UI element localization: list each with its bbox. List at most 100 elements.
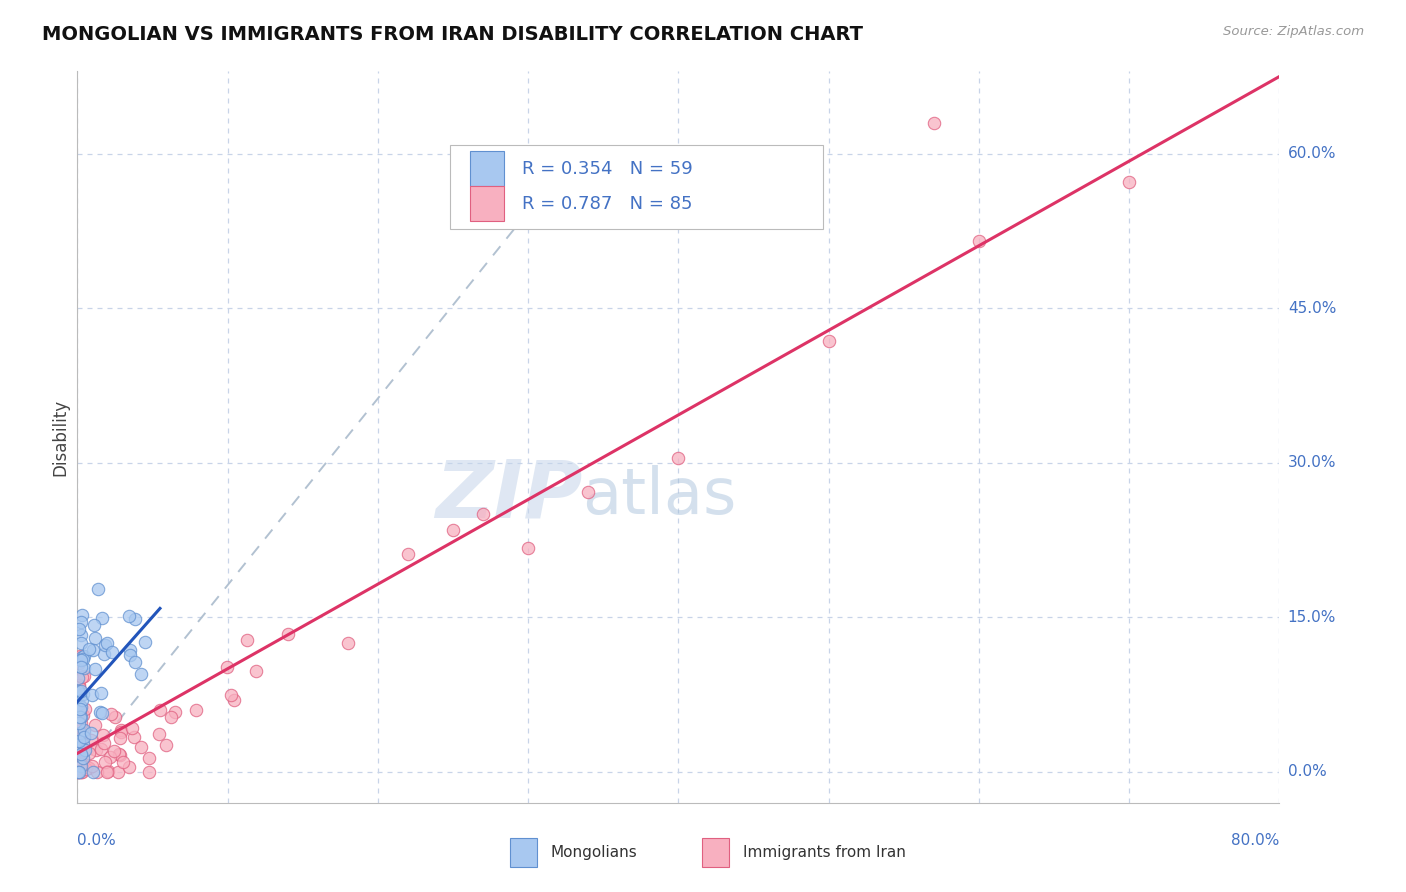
Point xyxy=(69,649,91,664)
Point xyxy=(70,670,93,684)
Point xyxy=(110,747,132,762)
Point xyxy=(72,751,94,765)
Text: 30.0%: 30.0% xyxy=(1288,455,1336,470)
Point xyxy=(83,717,105,731)
Text: Immigrants from Iran: Immigrants from Iran xyxy=(744,845,907,860)
Point xyxy=(76,760,98,774)
Point xyxy=(75,762,97,776)
Point xyxy=(69,649,91,664)
Point xyxy=(66,764,89,779)
Point xyxy=(70,747,93,761)
Point xyxy=(219,689,242,703)
Point xyxy=(70,716,93,731)
Point xyxy=(67,697,90,711)
Point xyxy=(117,760,139,774)
Point xyxy=(668,450,690,465)
Point xyxy=(922,116,945,130)
Point xyxy=(148,727,170,741)
Point xyxy=(159,710,181,724)
Point xyxy=(72,687,94,701)
Point xyxy=(112,755,135,769)
Y-axis label: Disability: Disability xyxy=(51,399,69,475)
Point xyxy=(441,523,464,537)
Point xyxy=(73,661,96,675)
Point xyxy=(110,724,132,739)
Text: 0.0%: 0.0% xyxy=(77,833,117,848)
Point xyxy=(107,764,129,779)
Point xyxy=(66,683,89,698)
Text: 80.0%: 80.0% xyxy=(1232,833,1279,848)
Point xyxy=(108,747,131,761)
Point xyxy=(236,632,259,647)
Point xyxy=(77,641,100,656)
Point xyxy=(69,700,91,714)
Point xyxy=(70,683,93,698)
Point xyxy=(69,760,91,774)
Point xyxy=(96,636,118,650)
Point xyxy=(67,680,90,694)
Point xyxy=(70,660,93,674)
Point xyxy=(72,737,94,751)
Point xyxy=(967,234,990,248)
Point xyxy=(134,634,156,648)
Point xyxy=(215,660,238,674)
Point xyxy=(66,756,89,771)
Point xyxy=(67,657,90,671)
Point xyxy=(277,627,299,641)
Point xyxy=(94,638,117,652)
Point xyxy=(96,764,118,779)
Point xyxy=(108,731,131,746)
Point xyxy=(80,725,103,739)
Point xyxy=(77,746,100,760)
Point xyxy=(124,730,146,744)
Point xyxy=(67,736,90,750)
Point xyxy=(70,722,93,736)
Point xyxy=(70,764,93,779)
Point xyxy=(66,686,89,700)
Point xyxy=(80,759,103,773)
Point xyxy=(138,751,160,765)
Point xyxy=(138,764,160,779)
Point xyxy=(336,636,359,650)
Point xyxy=(163,705,186,719)
Point xyxy=(155,738,177,752)
Text: MONGOLIAN VS IMMIGRANTS FROM IRAN DISABILITY CORRELATION CHART: MONGOLIAN VS IMMIGRANTS FROM IRAN DISABI… xyxy=(42,25,863,44)
Point xyxy=(72,651,94,665)
Point xyxy=(129,667,152,681)
Point xyxy=(72,692,94,706)
Text: 60.0%: 60.0% xyxy=(1288,146,1336,161)
Point xyxy=(70,650,93,665)
FancyBboxPatch shape xyxy=(471,186,505,221)
Point xyxy=(101,645,124,659)
FancyBboxPatch shape xyxy=(471,151,505,186)
Point xyxy=(184,703,207,717)
Point xyxy=(576,484,599,499)
FancyBboxPatch shape xyxy=(510,838,537,867)
Point xyxy=(245,665,267,679)
Point xyxy=(224,692,246,706)
Point xyxy=(91,611,114,625)
Point xyxy=(70,757,93,772)
Point xyxy=(90,686,112,700)
Point xyxy=(73,725,96,739)
Point xyxy=(517,541,540,556)
Point xyxy=(69,653,91,667)
Point xyxy=(94,755,117,769)
Point xyxy=(72,707,94,722)
Point xyxy=(73,702,96,716)
Point xyxy=(67,671,90,685)
Point xyxy=(69,710,91,724)
Point xyxy=(69,733,91,747)
Point xyxy=(80,689,103,703)
Point xyxy=(73,649,96,664)
Point xyxy=(84,632,107,646)
Text: Mongolians: Mongolians xyxy=(551,845,638,860)
Point xyxy=(67,741,90,756)
Point xyxy=(817,334,839,349)
Point xyxy=(396,547,419,561)
Point xyxy=(72,730,94,744)
Point xyxy=(93,728,115,742)
Point xyxy=(67,716,90,731)
Text: R = 0.787   N = 85: R = 0.787 N = 85 xyxy=(522,194,693,213)
Point xyxy=(131,740,153,755)
